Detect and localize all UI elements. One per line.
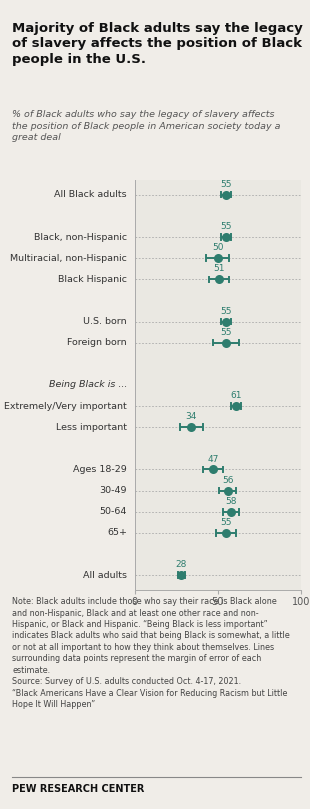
Text: 34: 34 [186,413,197,421]
Text: 50-64: 50-64 [100,507,127,516]
Text: U.S. born: U.S. born [83,317,127,326]
Text: 55: 55 [220,222,232,231]
Text: Note: Black adults include those who say their race is Black alone
and non-Hispa: Note: Black adults include those who say… [12,597,290,709]
Text: Black, non-Hispanic: Black, non-Hispanic [34,232,127,242]
Text: 55: 55 [220,518,232,527]
Text: Black Hispanic: Black Hispanic [58,275,127,284]
Text: 51: 51 [214,265,225,273]
Text: Foreign born: Foreign born [68,338,127,347]
Text: Multiracial, non-Hispanic: Multiracial, non-Hispanic [10,254,127,263]
Text: % of Black adults who say the legacy of slavery affects
the position of Black pe: % of Black adults who say the legacy of … [12,110,281,142]
Text: PEW RESEARCH CENTER: PEW RESEARCH CENTER [12,784,145,794]
Text: 50: 50 [212,244,224,252]
Text: 56: 56 [222,476,233,485]
Text: Extremely/Very important: Extremely/Very important [4,401,127,411]
Text: 58: 58 [225,497,237,506]
Text: Ages 18-29: Ages 18-29 [73,465,127,474]
Text: 61: 61 [230,392,242,400]
Text: 30-49: 30-49 [100,486,127,495]
Text: Being Black is ...: Being Black is ... [49,380,127,389]
Text: 47: 47 [207,455,219,464]
Text: 55: 55 [220,180,232,188]
Text: 55: 55 [220,328,232,337]
Text: 55: 55 [220,307,232,316]
Text: Less important: Less important [56,423,127,432]
Text: Majority of Black adults say the legacy
of slavery affects the position of Black: Majority of Black adults say the legacy … [12,22,303,66]
Text: 28: 28 [175,561,187,570]
Text: All Black adults: All Black adults [55,190,127,199]
Text: All adults: All adults [83,570,127,580]
Text: 65+: 65+ [107,528,127,537]
